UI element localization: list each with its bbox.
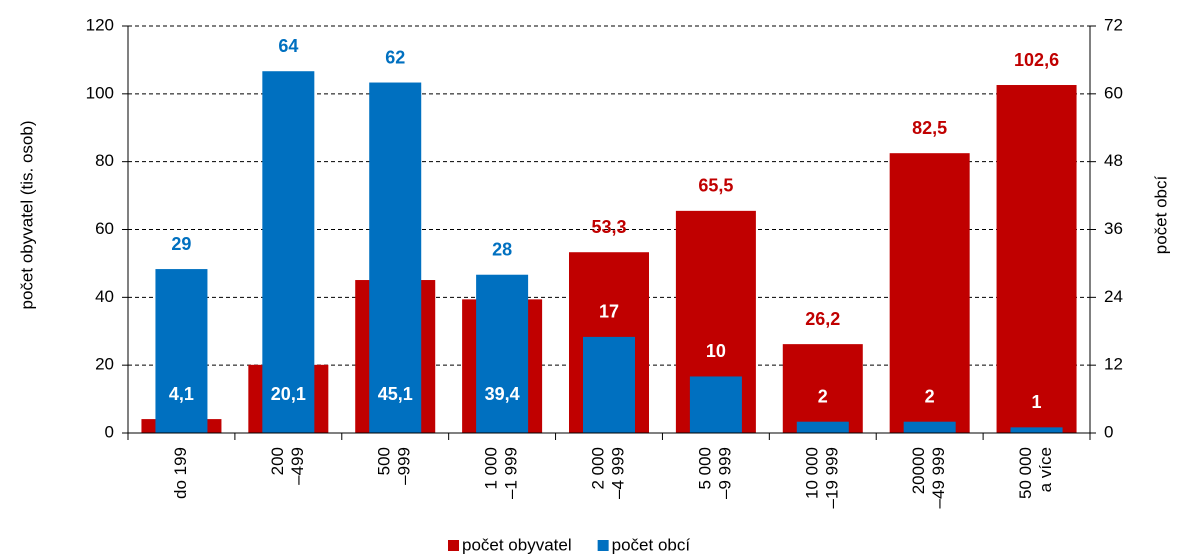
x-tick-label: –1 999 xyxy=(502,447,521,499)
x-tick-label: –49 999 xyxy=(929,447,948,508)
y-tick-label: 120 xyxy=(86,15,114,34)
y2-tick-label: 60 xyxy=(1104,83,1123,102)
y2-tick-label: 72 xyxy=(1104,15,1123,34)
x-tick-label: –4 999 xyxy=(608,447,627,499)
x-tick-label: –999 xyxy=(395,447,414,485)
x-tick-label: 2 000 xyxy=(588,447,607,490)
value-label: 64 xyxy=(278,36,298,56)
legend-label: počet obcí xyxy=(612,535,691,554)
x-tick-label-group: 10 000 –19 999 xyxy=(802,447,841,508)
value-label: 10 xyxy=(706,341,726,361)
bar xyxy=(996,85,1077,433)
bar xyxy=(583,336,635,433)
bar xyxy=(262,71,315,433)
bar xyxy=(689,376,742,433)
x-tick-label-group: 50 000 a více xyxy=(1016,447,1055,499)
value-label: 53,3 xyxy=(591,217,626,237)
x-tick-label: 500 xyxy=(375,447,394,475)
value-label: 26,2 xyxy=(805,309,840,329)
value-label: 2 xyxy=(818,386,828,406)
bar xyxy=(796,421,849,433)
value-label: 1 xyxy=(1032,392,1042,412)
value-label: 65,5 xyxy=(698,176,733,196)
y2-tick-label: 48 xyxy=(1104,151,1123,170)
x-tick-label: –19 999 xyxy=(822,447,841,508)
legend-swatch xyxy=(448,540,459,551)
bar xyxy=(782,344,863,433)
y-axis-label: počet obyvatel (tis. osob) xyxy=(17,121,36,310)
x-tick-label: 10 000 xyxy=(802,447,821,499)
value-label: 39,4 xyxy=(485,384,520,404)
bar xyxy=(903,421,956,433)
y-tick-label: 0 xyxy=(105,422,114,441)
x-tick-label-group: 5 000 –9 999 xyxy=(695,447,734,499)
x-tick-label-group: 20000 –49 999 xyxy=(909,447,948,508)
value-label: 2 xyxy=(925,386,935,406)
bar xyxy=(155,269,208,433)
y2-axis-label: počet obcí xyxy=(1151,176,1170,255)
x-tick-label: do 199 xyxy=(171,447,190,499)
x-tick-label: a více xyxy=(1036,447,1055,492)
y-tick-label: 80 xyxy=(95,151,114,170)
value-label: 17 xyxy=(599,302,619,322)
x-tick-label: 20000 xyxy=(909,447,928,494)
x-tick-label: –499 xyxy=(288,447,307,485)
bar xyxy=(476,274,529,433)
value-label: 102,6 xyxy=(1014,50,1059,70)
value-label: 62 xyxy=(385,47,405,67)
x-tick-label-group: 1 000 –1 999 xyxy=(482,447,521,499)
x-tick-label: 5 000 xyxy=(695,447,714,490)
x-tick-label-group: do 199 xyxy=(171,447,190,499)
x-tick-label: –9 999 xyxy=(715,447,734,499)
bar xyxy=(369,82,422,434)
y2-tick-label: 12 xyxy=(1104,355,1123,374)
legend-swatch xyxy=(597,540,609,551)
x-tick-label-group: 2 000 –4 999 xyxy=(588,447,627,499)
y2-tick-label: 36 xyxy=(1104,219,1123,238)
value-label: 82,5 xyxy=(912,118,947,138)
y-tick-label: 100 xyxy=(86,83,114,102)
y-tick-label: 40 xyxy=(95,287,114,306)
legend-label: počet obyvatel xyxy=(462,535,572,554)
y2-tick-label: 0 xyxy=(1104,422,1113,441)
x-tick-label: 50 000 xyxy=(1016,447,1035,499)
value-label: 28 xyxy=(492,239,512,259)
bar xyxy=(1010,427,1063,433)
value-label: 20,1 xyxy=(271,384,306,404)
y2-tick-label: 24 xyxy=(1104,287,1123,306)
y-tick-label: 60 xyxy=(95,219,114,238)
bar xyxy=(889,153,970,433)
y-tick-label: 20 xyxy=(95,355,114,374)
x-tick-label: 1 000 xyxy=(482,447,501,490)
x-tick-label: 200 xyxy=(268,447,287,475)
value-label: 45,1 xyxy=(378,384,413,404)
value-label: 29 xyxy=(171,234,191,254)
value-label: 4,1 xyxy=(169,384,194,404)
x-tick-label-group: 500 –999 xyxy=(375,447,414,485)
x-tick-label-group: 200 –499 xyxy=(268,447,307,485)
